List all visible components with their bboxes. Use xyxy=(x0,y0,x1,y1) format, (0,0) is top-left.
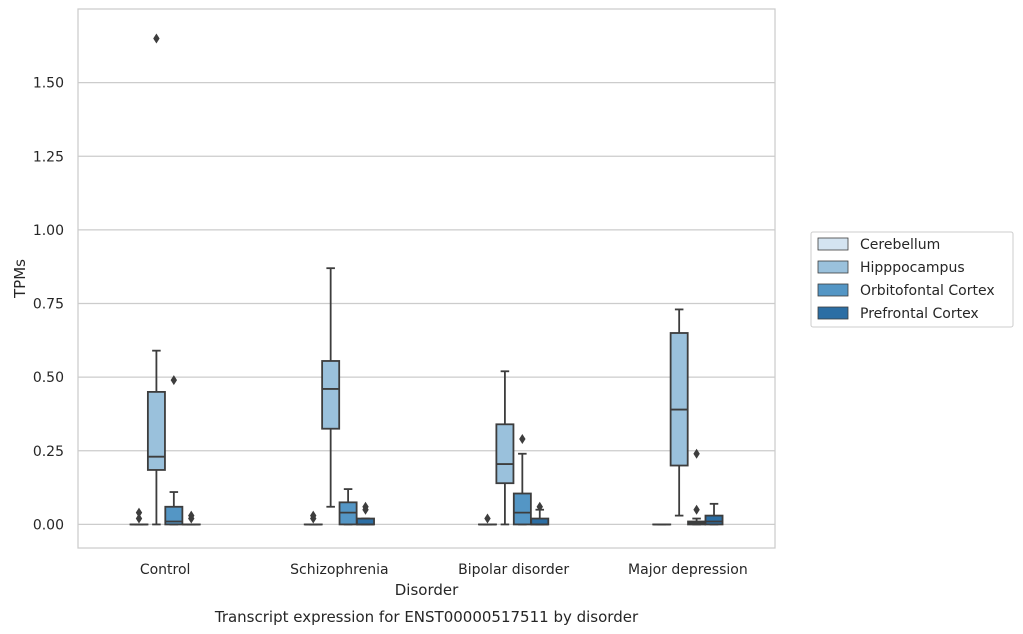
box-group xyxy=(687,448,707,526)
box-iqr xyxy=(495,423,515,485)
outlier-point xyxy=(362,501,369,512)
box-iqr xyxy=(704,514,724,526)
y-tick-label: 0.75 xyxy=(33,297,64,313)
legend-label: Cerebellum xyxy=(860,237,940,253)
box-group xyxy=(129,507,149,526)
x-tick-label: Schizophrenia xyxy=(290,562,388,578)
outlier-point xyxy=(536,501,543,512)
outlier-point xyxy=(135,513,143,524)
x-axis-ticks: Control Schizophrenia Bipolar disorder Majo… xyxy=(140,562,748,578)
legend: Cerebellum Hipppocampus Orbitofontal Corte… xyxy=(810,231,1014,328)
y-tick-label: 0.50 xyxy=(33,370,64,386)
outlier-point xyxy=(170,375,178,386)
outlier-point xyxy=(188,510,195,521)
box-plot-series xyxy=(129,33,724,526)
box-group xyxy=(495,370,515,526)
box-iqr xyxy=(321,360,341,430)
box-iqr xyxy=(512,492,532,526)
legend-label: Orbitofontal Cortex xyxy=(860,283,995,299)
outlier-point xyxy=(135,507,143,518)
box-iqr xyxy=(146,390,166,471)
box-group xyxy=(704,502,724,526)
x-tick-label: Major depression xyxy=(628,562,748,578)
box-group xyxy=(181,510,201,526)
plot-frame xyxy=(77,8,776,549)
box-iqr xyxy=(669,332,689,467)
y-tick-label: 1.00 xyxy=(33,223,64,239)
outlier-point xyxy=(484,513,491,524)
y-tick-label: 1.50 xyxy=(33,76,64,92)
outlier-point xyxy=(693,448,700,459)
box-group xyxy=(512,434,532,526)
chart-caption: Transcript expression for ENST0000051751… xyxy=(214,608,639,626)
box-group xyxy=(303,510,323,526)
box-group xyxy=(669,308,689,517)
x-tick-label: Control xyxy=(140,562,191,578)
box-iqr xyxy=(164,505,184,526)
legend-label: Prefrontal Cortex xyxy=(860,306,979,322)
y-axis-label: TPMs xyxy=(11,259,29,299)
outlier-point xyxy=(310,510,317,521)
box-group xyxy=(356,501,375,526)
legend-swatch xyxy=(817,283,849,297)
box-group xyxy=(478,513,497,526)
legend-swatch xyxy=(817,237,849,251)
legend-box xyxy=(810,231,1014,328)
x-tick-label: Bipolar disorder xyxy=(458,562,569,578)
legend-swatch xyxy=(817,260,849,274)
legend-label: Hipppocampus xyxy=(860,260,965,276)
outlier-point xyxy=(693,504,700,515)
legend-swatch xyxy=(817,306,849,320)
x-axis-label: Disorder xyxy=(395,581,459,599)
y-tick-label: 0.00 xyxy=(33,517,64,533)
box-group xyxy=(338,488,358,526)
box-group xyxy=(530,501,550,526)
box-group xyxy=(164,375,184,526)
box-group xyxy=(146,33,166,526)
box-group xyxy=(321,267,341,508)
y-axis-ticks: 0.00 0.25 0.50 0.75 1.00 1.25 1.50 xyxy=(33,76,64,534)
outlier-point xyxy=(153,33,160,44)
y-tick-label: 0.25 xyxy=(33,444,64,460)
y-gridlines xyxy=(78,82,775,526)
outlier-point xyxy=(519,434,526,445)
y-tick-label: 1.25 xyxy=(33,149,64,165)
